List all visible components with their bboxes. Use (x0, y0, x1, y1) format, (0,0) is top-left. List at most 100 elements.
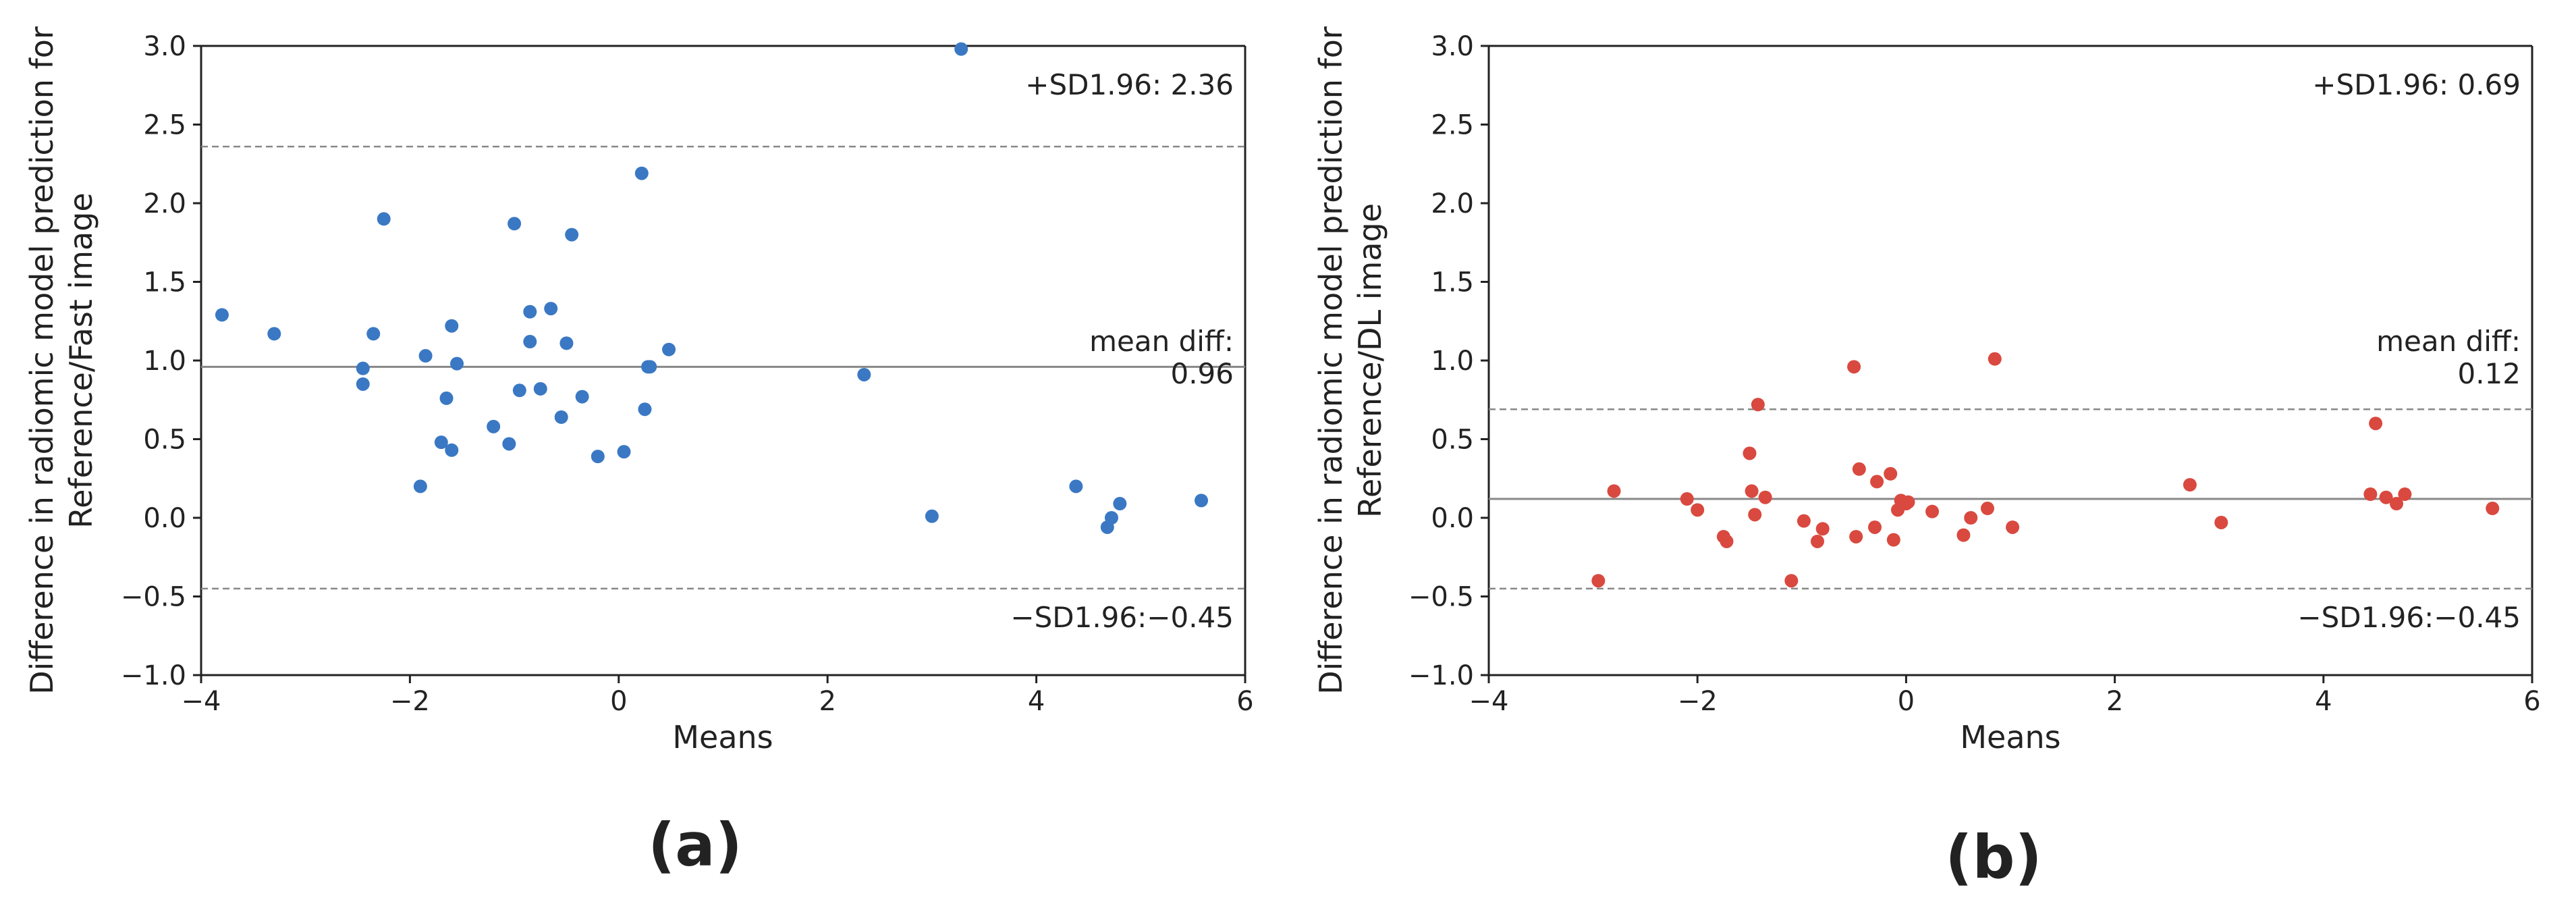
x-tick-label: −4 (1469, 686, 1509, 717)
data-point (1745, 484, 1759, 498)
x-tick-label: 2 (819, 686, 835, 717)
x-tick-label: −2 (390, 686, 430, 717)
chart-panel-a: −4 −2 0 2 4 6 −1.0 −0.5 0.0 0.5 1.0 1.5 2.0 2.5 3.0 +… (24, 26, 1254, 880)
y-axis-title-line2-a: Reference/Fast image (63, 192, 99, 528)
data-point (1758, 490, 1772, 504)
data-point (1720, 534, 1734, 548)
x-ticks-b: −4 −2 0 2 4 6 (1469, 675, 2541, 717)
data-point (591, 450, 605, 464)
data-point (1591, 574, 1606, 588)
data-point (2398, 487, 2412, 502)
data-point (575, 390, 589, 404)
annotation-upper-sd-a: +SD1.96: 2.36 (1025, 68, 1234, 101)
y-tick-label: 0.5 (143, 425, 186, 456)
data-point (377, 212, 391, 226)
data-point (502, 437, 516, 451)
data-point (439, 391, 454, 405)
y-ticks-b: −1.0 −0.5 0.0 0.5 1.0 1.5 2.0 2.5 3.0 (1408, 31, 1489, 691)
data-point (1988, 352, 2002, 366)
data-point (2369, 417, 2383, 431)
data-point (445, 319, 459, 333)
data-point (1852, 462, 1866, 476)
data-point (1849, 529, 1863, 543)
y-tick-label: −1.0 (1408, 660, 1474, 691)
y-tick-label: 1.5 (143, 267, 186, 298)
panel-label-b: (b) (1945, 822, 2041, 892)
data-point (857, 367, 871, 381)
x-tick-label: 4 (2315, 686, 2332, 717)
reference-lines-a (201, 145, 1245, 590)
y-tick-label: 0.0 (143, 503, 186, 534)
data-point (1069, 479, 1083, 494)
data-point (523, 304, 537, 319)
data-point (1104, 511, 1118, 525)
annotation-mean-diff-value-b: 0.12 (2457, 357, 2521, 390)
data-point (356, 361, 370, 375)
y-tick-label: 1.0 (143, 346, 186, 377)
data-point (662, 342, 676, 356)
data-point (643, 360, 657, 374)
data-point (1964, 511, 1978, 525)
data-point (2390, 497, 2404, 511)
data-point (1870, 475, 1884, 489)
data-point (1815, 522, 1830, 536)
data-point (544, 302, 558, 316)
data-point (533, 381, 547, 396)
y-axis-title-line1-a: Difference in radiomic model prediction … (24, 26, 60, 695)
data-point (1680, 492, 1694, 506)
data-point (1784, 574, 1799, 588)
data-point (413, 479, 427, 494)
data-point (1751, 398, 1765, 412)
y-ticks-a: −1.0 −0.5 0.0 0.5 1.0 1.5 2.0 2.5 3.0 (121, 31, 201, 691)
data-point (487, 419, 501, 433)
data-point (2363, 487, 2378, 502)
data-point (1886, 533, 1900, 547)
annotation-upper-sd-b: +SD1.96: 0.69 (2312, 68, 2521, 101)
y-tick-label: 2.5 (143, 110, 186, 141)
y-tick-label: 0.5 (1431, 425, 1474, 456)
x-tick-label: 0 (610, 686, 627, 717)
data-point (1847, 360, 1861, 374)
x-ticks-a: −4 −2 0 2 4 6 (182, 675, 1254, 717)
annotation-mean-diff-label-b: mean diff: (2376, 325, 2521, 358)
x-tick-label: 4 (1028, 686, 1045, 717)
data-point (418, 349, 433, 363)
data-point (617, 445, 631, 459)
data-point (445, 443, 459, 457)
chart-panel-b: −4 −2 0 2 4 6 −1.0 −0.5 0.0 0.5 1.0 1.5 2.0 2.5 3.0 +… (1313, 26, 2541, 892)
data-point (565, 228, 579, 242)
data-points-a (215, 42, 1209, 534)
data-point (1797, 514, 1811, 528)
data-point (2183, 478, 2197, 492)
data-point (559, 336, 574, 350)
data-point (1113, 497, 1127, 511)
reference-lines-b (1489, 408, 2532, 590)
data-point (1195, 494, 1209, 508)
data-point (366, 327, 381, 341)
data-point (2006, 520, 2020, 534)
y-tick-label: 0.0 (1431, 503, 1474, 534)
data-point (1607, 484, 1621, 498)
y-tick-label: 3.0 (143, 31, 186, 62)
data-point (434, 435, 448, 450)
x-tick-label: −4 (182, 686, 221, 717)
data-point (1956, 528, 1971, 542)
data-point (1810, 534, 1824, 548)
data-point (2379, 490, 2393, 504)
y-axis-title-line1-b: Difference in radiomic model prediction … (1313, 26, 1349, 695)
x-tick-label: 6 (1236, 686, 1253, 717)
data-point (1868, 520, 1882, 534)
data-point (1980, 502, 1994, 516)
data-point (1748, 508, 1762, 522)
annotation-lower-sd-b: −SD1.96:−0.45 (2297, 601, 2521, 634)
data-point (554, 410, 568, 424)
data-point (523, 335, 537, 349)
data-point (1901, 495, 1915, 509)
data-point (638, 402, 652, 417)
data-point (634, 166, 649, 180)
x-axis-title-b: Means (1960, 719, 2060, 755)
y-tick-label: 2.0 (1431, 188, 1474, 219)
data-point (2486, 502, 2500, 516)
data-point (450, 356, 464, 371)
